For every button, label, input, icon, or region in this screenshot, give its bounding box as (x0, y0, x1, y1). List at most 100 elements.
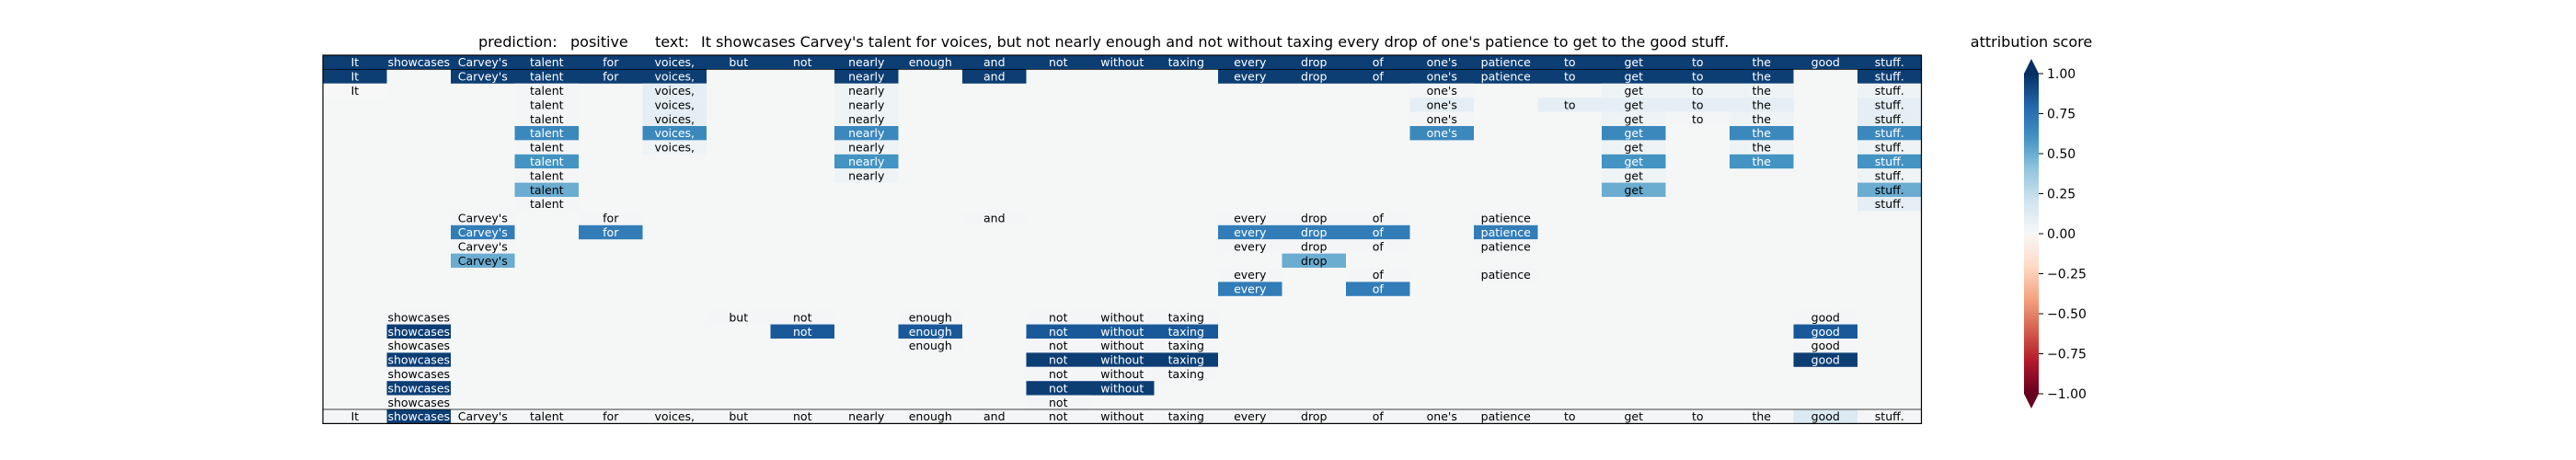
heatmap-cell-rect (834, 154, 899, 169)
token-label: showcases (387, 353, 450, 367)
heatmap-cell-rect (514, 69, 579, 84)
heatmap-cell-rect (962, 55, 1027, 70)
heatmap-cell-rect (451, 253, 515, 268)
heatmap-cell: showcases (386, 381, 451, 396)
heatmap-cell: taxing (1154, 324, 1218, 339)
heatmap-cell-rect (451, 69, 515, 84)
token-label: voices, (654, 98, 695, 111)
token-label: enough (909, 339, 952, 352)
heatmap-cell: Carvey's (451, 253, 515, 268)
token-label: voices, (654, 141, 695, 155)
token-label: patience (1481, 409, 1531, 423)
heatmap-cell: without (1090, 55, 1155, 70)
heatmap-cell: without (1090, 409, 1155, 424)
heatmap-cell: to (1537, 55, 1602, 70)
heatmap-cell: It (323, 55, 387, 70)
token-label: Carvey's (458, 212, 508, 225)
heatmap-cell: drop (1282, 211, 1346, 225)
heatmap-cell-rect (323, 409, 387, 424)
token-label: drop (1301, 70, 1327, 84)
heatmap-cell-rect (1665, 55, 1730, 70)
heatmap-cell: the (1730, 126, 1794, 141)
token-label: and (983, 70, 1006, 84)
heatmap-cell: without (1090, 310, 1155, 325)
heatmap-cell: taxing (1154, 339, 1218, 353)
heatmap-cell-rect (642, 83, 707, 98)
heatmap-cell-rect (386, 381, 451, 396)
heatmap-cell: one's (1409, 111, 1474, 126)
token-label: It (351, 55, 359, 69)
token-label: nearly (848, 409, 885, 423)
token-label: of (1373, 239, 1385, 253)
heatmap-cell-rect (834, 111, 899, 126)
token-label: patience (1481, 268, 1531, 282)
heatmap-cell-rect (1793, 339, 1857, 353)
heatmap-cell: taxing (1154, 352, 1218, 367)
heatmap-cell-rect (1474, 239, 1538, 254)
token-label: talent (530, 197, 564, 211)
heatmap-cells: It showcases Carvey's talent for voices, but no… (323, 55, 1922, 424)
heatmap-cell: patience (1474, 69, 1538, 84)
token-label: taxing (1168, 367, 1204, 381)
heatmap-cell: voices, (642, 69, 707, 84)
heatmap-cell-rect (1154, 409, 1218, 424)
heatmap-cell-rect (386, 324, 451, 339)
heatmap-cell-rect (770, 409, 834, 424)
heatmap-cell: one's (1409, 55, 1474, 70)
heatmap-cell-rect (1537, 98, 1602, 112)
token-label: not (1049, 353, 1068, 367)
heatmap-cell: every (1218, 211, 1282, 225)
heatmap-cell: without (1090, 324, 1155, 339)
heatmap-cell: nearly (834, 55, 899, 70)
heatmap-cell: of (1346, 268, 1410, 282)
token-label: not (793, 310, 812, 324)
heatmap-cell-rect (1857, 69, 1922, 84)
heatmap-cell: stuff. (1857, 55, 1922, 70)
heatmap-cell: taxing (1154, 310, 1218, 325)
token-label: stuff. (1875, 55, 1904, 69)
heatmap-cell-rect (834, 98, 899, 112)
heatmap-cell: not (1026, 395, 1090, 409)
token-label: of (1373, 70, 1385, 84)
token-label: enough (909, 409, 952, 423)
heatmap-cell: taxing (1154, 366, 1218, 382)
heatmap-cell-rect (770, 324, 834, 339)
heatmap-cell-rect (514, 55, 579, 70)
heatmap-cell: to (1665, 98, 1730, 112)
heatmap-cell-rect (1665, 98, 1730, 112)
heatmap-cell-rect (1665, 69, 1730, 84)
heatmap-cell: Carvey's (451, 211, 515, 225)
token-label: get (1624, 409, 1643, 423)
token-label: drop (1301, 212, 1327, 225)
heatmap-cell-rect (1857, 182, 1922, 197)
colorbar-tick-label: 0.75 (2047, 108, 2076, 122)
heatmap-cell: drop (1282, 55, 1346, 70)
heatmap-cell-rect (1346, 282, 1410, 296)
heatmap-cell: of (1346, 409, 1410, 424)
token-label: to (1564, 70, 1576, 84)
heatmap-frame (322, 54, 1923, 424)
heatmap-cell: for (579, 69, 643, 84)
colorbar-min-extension (2024, 394, 2039, 408)
heatmap-cell: for (579, 409, 643, 424)
token-label: get (1624, 112, 1643, 126)
token-label: not (1049, 55, 1068, 69)
heatmap-cell: of (1346, 69, 1410, 84)
heatmap-cell: nearly (834, 154, 899, 169)
token-label: Carvey's (458, 409, 508, 423)
token-label: talent (530, 409, 564, 423)
heatmap-cell: good (1793, 324, 1857, 339)
token-label: without (1100, 310, 1144, 324)
token-label: to (1692, 84, 1704, 98)
heatmap-cell: stuff. (1857, 126, 1922, 141)
token-label: good (1811, 409, 1840, 423)
heatmap-cell-rect (1409, 55, 1474, 70)
heatmap-cell: nearly (834, 126, 899, 141)
token-label: one's (1427, 98, 1457, 111)
token-label: get (1624, 168, 1643, 182)
token-label: without (1100, 55, 1144, 69)
colorbar-tick-label: 0.50 (2047, 147, 2076, 162)
heatmap-cell-rect (1409, 126, 1474, 141)
heatmap-cell: not (1026, 55, 1090, 70)
heatmap-cell-rect (1857, 409, 1922, 424)
